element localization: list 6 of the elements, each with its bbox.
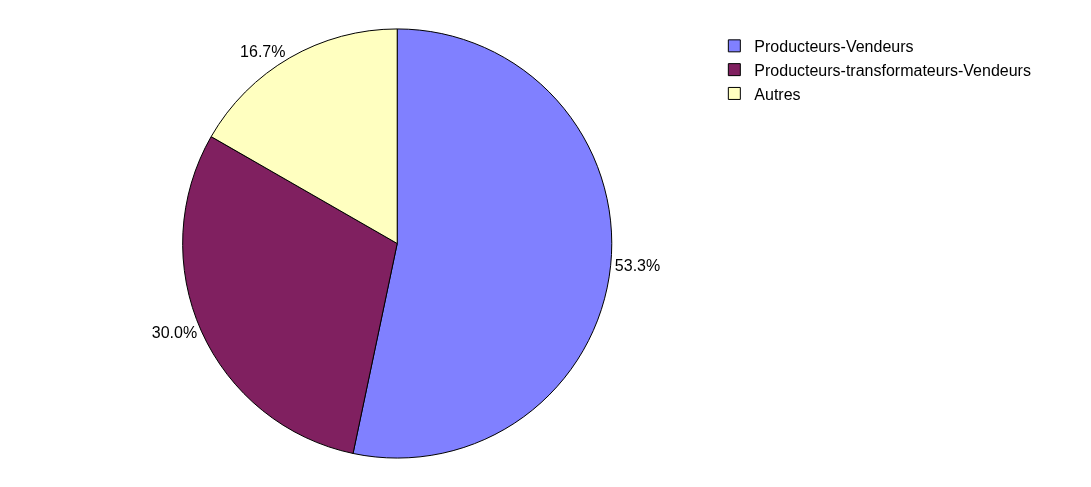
data-label: 30.0% xyxy=(151,324,198,342)
legend-label: Producteurs-transformateurs-Vendeurs xyxy=(754,61,1031,79)
data-label: 53.3% xyxy=(614,257,661,275)
legend-label: Producteurs-Vendeurs xyxy=(754,38,914,56)
legend-label: Autres xyxy=(754,85,801,103)
data-label: 16.7% xyxy=(240,42,286,60)
